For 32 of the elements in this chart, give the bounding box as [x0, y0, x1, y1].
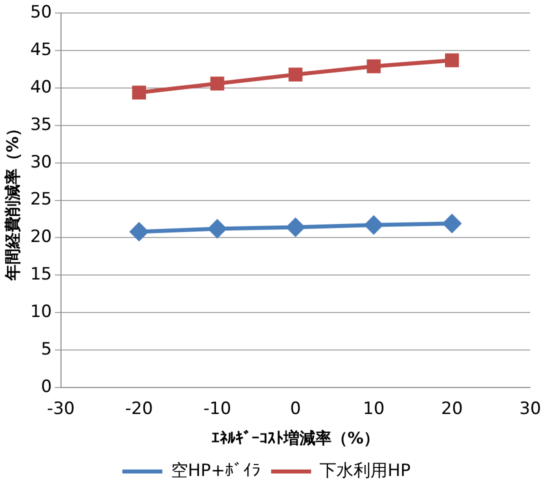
x-tick-label: 30 — [519, 399, 542, 420]
x-tick-label: 10 — [362, 399, 385, 420]
x-tick-label: 20 — [441, 399, 463, 420]
y-tick-label: 5 — [41, 339, 52, 360]
point — [132, 86, 146, 100]
x-axis-title: ｴﾈﾙｷﾞｰｺｽﾄ増減率（%） — [211, 428, 380, 448]
point — [364, 216, 383, 234]
y-tick-label: 0 — [41, 376, 52, 397]
x-tick-label: -20 — [125, 399, 153, 420]
point — [366, 59, 381, 74]
x-tick-label: -10 — [203, 399, 232, 420]
point — [210, 76, 224, 90]
point — [286, 218, 305, 236]
point — [288, 68, 302, 82]
y-tick-label: 45 — [30, 40, 52, 60]
y-tick-label: 30 — [30, 152, 52, 172]
y-tick-label: 35 — [30, 114, 52, 135]
y-tick-label: 25 — [30, 190, 52, 210]
point — [208, 220, 226, 238]
point — [445, 53, 459, 68]
legend-label: 下水利用HP — [320, 460, 411, 481]
y-tick-label: 15 — [30, 264, 52, 285]
y-axis-title: 年間経費削減率（%） — [2, 120, 22, 282]
y-tick-label: 10 — [30, 302, 52, 322]
x-tick-label: -30 — [46, 399, 75, 420]
x-tick-label: 0 — [290, 399, 301, 420]
legend-label: 空HP+ﾎﾞｲﾗ — [170, 460, 262, 481]
point — [130, 222, 148, 241]
point — [442, 214, 461, 232]
y-tick-label: 40 — [30, 77, 52, 98]
y-tick-label: 50 — [30, 2, 52, 23]
y-tick-label: 20 — [30, 227, 52, 248]
